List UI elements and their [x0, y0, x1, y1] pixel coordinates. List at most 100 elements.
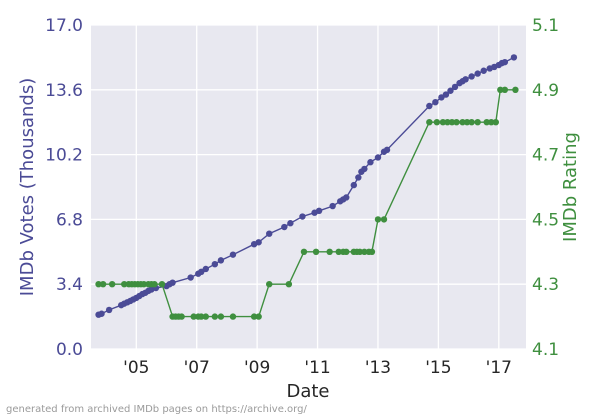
votes-point — [217, 257, 225, 264]
rating-point — [439, 119, 447, 126]
votes-point — [98, 310, 105, 317]
rating-point — [426, 119, 433, 126]
votes-point — [447, 87, 454, 94]
votes-point — [367, 159, 374, 166]
rating-series — [95, 86, 519, 320]
rating-point — [512, 86, 519, 94]
rating-point — [312, 248, 320, 255]
rating-point — [285, 281, 293, 288]
votes-point — [105, 306, 113, 314]
right-axis-label: IMDb Rating — [560, 132, 581, 242]
right-tick-label: 5.1 — [532, 16, 559, 36]
plot-background — [91, 25, 526, 349]
left-tick-label: 6.8 — [56, 210, 83, 230]
rating-point — [361, 248, 368, 255]
right-tick-label: 4.1 — [532, 340, 559, 360]
rating-point — [368, 248, 376, 255]
rating-point — [463, 119, 471, 126]
right-tick-label: 4.7 — [532, 146, 559, 166]
left-axis-ticks: 0.0 3.4 6.8 10.2 13.6 17.0 — [45, 16, 83, 360]
left-axis-label: IMDb Votes (Thousands) — [17, 78, 38, 297]
votes-point — [361, 165, 368, 173]
rating-point — [492, 119, 499, 126]
rating-point — [488, 119, 495, 126]
votes-point — [329, 202, 336, 210]
rating-point — [121, 281, 128, 288]
votes-series — [95, 54, 518, 318]
rating-point — [198, 313, 205, 320]
x-tick-label: '15 — [425, 358, 451, 378]
rating-point — [158, 281, 166, 288]
rating-point — [497, 86, 504, 94]
votes-point — [468, 73, 475, 80]
votes-point — [299, 213, 306, 220]
rating-point — [178, 313, 185, 320]
votes-point — [202, 265, 209, 273]
left-tick-label: 10.2 — [45, 146, 83, 166]
rating-point — [453, 119, 460, 126]
votes-point — [350, 181, 358, 189]
left-tick-label: 3.4 — [56, 275, 83, 295]
votes-point — [480, 67, 487, 74]
right-tick-label: 4.5 — [532, 210, 559, 230]
source-credit: generated from archived IMDb pages on ht… — [6, 404, 307, 415]
x-gridlines — [135, 25, 500, 349]
x-axis-label: Date — [286, 381, 329, 402]
x-axis-ticks: '05 '07 '09 '11 '13 '15 '17 — [123, 358, 512, 378]
rating-point — [255, 313, 262, 320]
votes-point — [510, 54, 518, 61]
rating-point — [468, 119, 475, 126]
left-tick-label: 13.6 — [45, 81, 83, 101]
rating-point — [483, 119, 490, 126]
votes-point — [451, 83, 459, 91]
rating-point — [211, 313, 219, 320]
rating-point — [326, 248, 333, 255]
left-tick-label: 17.0 — [45, 16, 83, 36]
rating-point — [140, 281, 148, 288]
votes-point — [255, 239, 262, 246]
votes-point — [355, 174, 362, 181]
votes-point — [432, 98, 439, 106]
x-tick-label: '05 — [123, 358, 149, 378]
votes-point — [426, 102, 433, 110]
right-tick-label: 4.3 — [532, 275, 559, 295]
rating-point — [501, 86, 509, 94]
votes-point — [266, 230, 273, 237]
left-tick-label: 0.0 — [56, 340, 83, 360]
x-tick-label: '09 — [244, 358, 270, 378]
rating-point — [217, 313, 225, 320]
votes-point — [211, 260, 219, 268]
rating-point — [202, 313, 209, 320]
votes-point — [383, 146, 391, 154]
rating-point — [190, 313, 197, 320]
votes-point — [315, 207, 323, 215]
votes-point — [374, 154, 382, 161]
rating-point — [108, 281, 116, 288]
votes-point — [169, 279, 176, 286]
right-axis-ticks: 4.1 4.3 4.5 4.7 4.9 5.1 — [532, 16, 559, 360]
rating-point — [300, 248, 308, 255]
rating-point — [95, 281, 102, 288]
right-tick-label: 4.9 — [532, 81, 559, 101]
rating-point — [374, 216, 382, 223]
rating-point — [356, 248, 364, 255]
rating-point — [335, 248, 342, 255]
votes-point — [462, 76, 469, 83]
rating-point — [448, 119, 456, 126]
votes-point — [287, 220, 294, 227]
votes-point — [281, 223, 288, 231]
rating-point — [459, 119, 466, 126]
votes-point — [501, 58, 509, 66]
votes-point — [343, 194, 350, 201]
votes-point — [442, 91, 450, 98]
rating-point — [250, 313, 258, 320]
votes-point — [229, 251, 237, 258]
x-tick-label: '17 — [486, 358, 512, 378]
rating-point — [343, 248, 350, 255]
x-tick-label: '13 — [365, 358, 391, 378]
x-tick-label: '11 — [304, 358, 330, 378]
rating-point — [474, 119, 481, 126]
rating-point — [99, 281, 107, 288]
x-tick-label: '07 — [184, 358, 210, 378]
